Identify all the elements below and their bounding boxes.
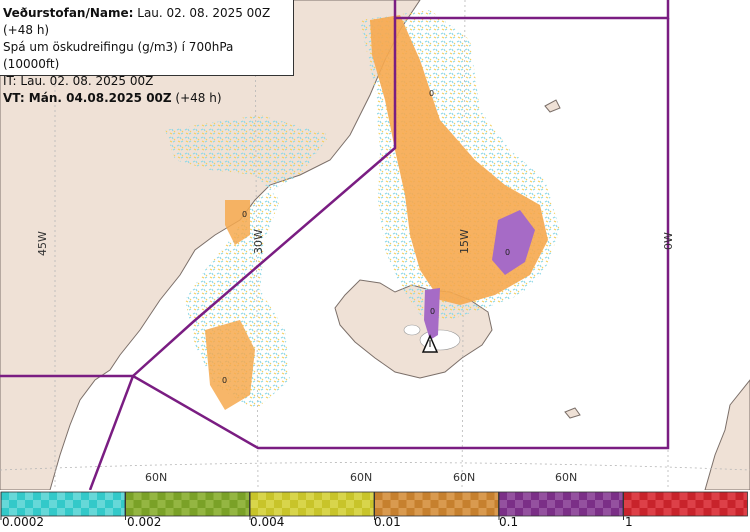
forecast-info-box: Veðurstofan/Name: Lau. 02. 08. 2025 00Z …	[0, 0, 294, 105]
island	[544, 99, 561, 113]
legend-swatch	[374, 491, 499, 520]
header-agency-label: Veðurstofan/Name:	[3, 6, 134, 20]
longitude-label-0w: 0W	[662, 232, 675, 250]
contour-label: 0	[222, 376, 227, 385]
header-issue-time: Lau. 02. 08. 2025 00Z (+48 h)	[3, 6, 271, 37]
contour-labels: 0 0 0 0 0	[222, 89, 510, 385]
longitude-label-15w: 15W	[458, 229, 471, 254]
ash-plume-greenland	[165, 115, 330, 410]
glacier	[403, 324, 421, 336]
legend-swatch	[498, 491, 624, 520]
header-line-2: Spá um öskudreifingu (g/m3) í 700hPa (10…	[3, 40, 234, 71]
header-line-1: Veðurstofan/Name: Lau. 02. 08. 2025 00Z …	[3, 5, 293, 39]
latitude-label: 60N	[555, 471, 577, 484]
latitude-label: 60N	[453, 471, 475, 484]
island	[564, 407, 581, 419]
contour-label: 0	[429, 89, 434, 98]
legend-swatch	[125, 491, 250, 520]
ash-plume-main	[360, 10, 560, 340]
header-valid-time: VT: Mán. 04.08.2025 00Z	[3, 91, 172, 105]
greenland-landmass	[0, 0, 421, 490]
longitude-label-45w: 45W	[36, 231, 49, 256]
contour-label: 0	[242, 210, 247, 219]
legend-label: 1	[625, 515, 633, 529]
latitude-label: 60N	[350, 471, 372, 484]
latitude-label: 60N	[145, 471, 167, 484]
header-line-4: VT: Mán. 04.08.2025 00Z (+48 h)	[3, 90, 293, 107]
contour-label: 0	[430, 307, 435, 316]
legend-swatch	[249, 491, 375, 520]
legend-swatch	[0, 491, 126, 520]
header-line-3: IT: Lau. 02. 08. 2025 00Z	[3, 74, 154, 88]
warning-triangle-icon	[421, 334, 439, 353]
concentration-legend	[0, 490, 750, 532]
legend-label: 0.01	[374, 515, 401, 529]
ash-dispersion-map: 0 0 0 0 0 45W 30W 15W 0W 60N 60N 60N 60N	[0, 0, 750, 490]
legend-labels: 0.0002 0.002 0.004 0.01 0.1 1	[0, 515, 750, 532]
fir-boundary	[0, 0, 670, 490]
legend-label: 0.0002	[2, 515, 44, 529]
legend-label: 0.004	[250, 515, 285, 529]
legend-swatch	[623, 491, 748, 520]
header-lead-time: (+48 h)	[171, 91, 222, 105]
longitude-label-30w: 30W	[252, 229, 265, 254]
legend-label: 0.002	[127, 515, 162, 529]
contour-label: 0	[505, 248, 510, 257]
legend-label: 0.1	[499, 515, 519, 529]
scandinavia-edge	[704, 379, 750, 490]
